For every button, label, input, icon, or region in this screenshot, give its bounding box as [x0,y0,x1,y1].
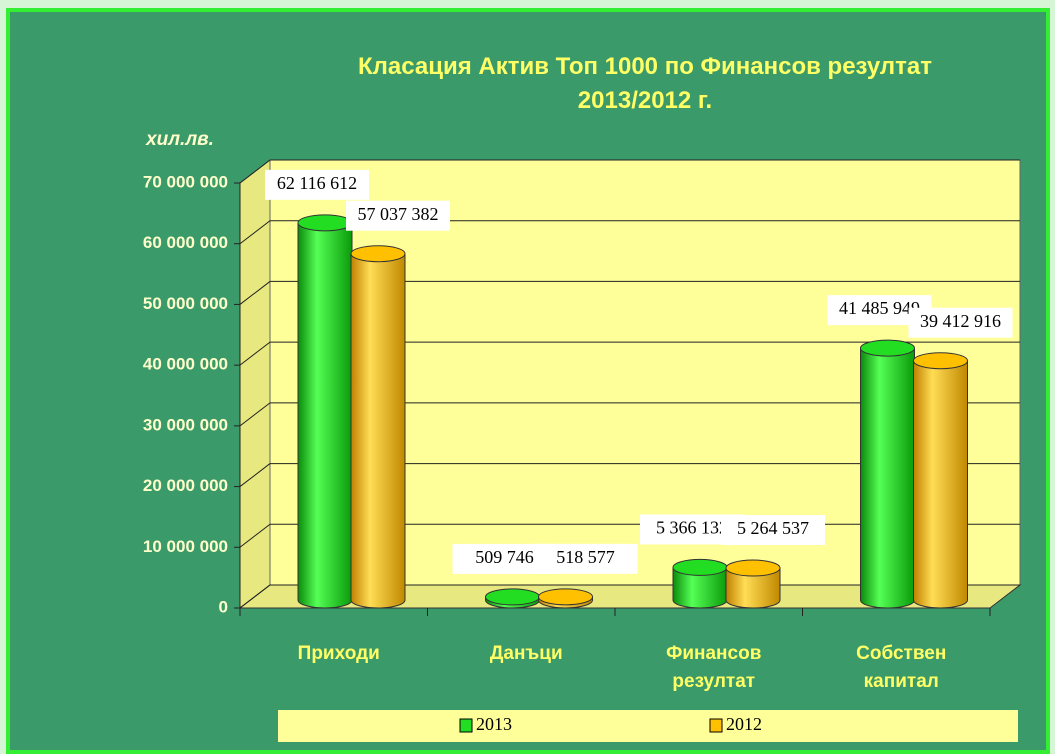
data-label: 62 116 612 [277,173,357,193]
grid-line [239,402,271,427]
y-tick-label: 60 000 000 [143,233,228,252]
legend-swatch [709,718,723,733]
y-tick-label: 70 000 000 [143,172,228,191]
cylinder-top [485,588,540,606]
y-tick-label: 10 000 000 [143,537,228,556]
y-axis-label: хил.лв. [145,129,214,150]
y-tick-label: 50 000 000 [143,294,228,313]
bar [913,360,968,600]
y-tick-label: 40 000 000 [143,355,228,374]
data-label: 5 366 132 [656,518,728,538]
data-label-box [346,200,450,231]
data-label-box [533,543,638,574]
cylinder-top [538,588,593,606]
legend-label: 2012 [726,714,762,734]
grid-line [239,159,271,184]
data-label: 509 746 [475,547,534,567]
legend [278,710,1018,742]
bar [351,253,405,601]
grid-line [239,341,271,366]
y-tick-label: 0 [219,597,228,616]
data-label: 518 577 [556,547,615,567]
grid-line [239,220,271,245]
cylinder-top [297,214,353,232]
data-label-box [908,307,1013,338]
data-label: 39 412 916 [920,311,1001,331]
data-label: 41 485 949 [839,298,920,318]
bar [298,222,352,600]
chart-title: Класация Актив Топ 1000 по Финансов резу… [357,53,933,114]
legend-label: 2013 [476,714,512,734]
x-tick-label: Данъци [489,643,563,664]
legend-swatch [459,718,473,733]
y-tick-label: 30 000 000 [143,415,228,434]
data-label: 57 037 382 [358,204,439,224]
bar [860,348,915,600]
y-tick-label: 20 000 000 [143,476,228,495]
cylinder-top [913,352,968,370]
x-tick-label: Финансов резултат [666,643,762,692]
cylinder-top [725,559,781,577]
cylinder-top [672,558,728,576]
side-wall [239,158,271,610]
data-label: 5 264 537 [737,518,809,538]
x-tick-label: Собствен капитал [856,643,947,692]
x-tick-label: Приходи [297,643,380,664]
data-label-box [265,169,369,200]
grid-line [239,523,271,548]
cylinder-top [350,245,406,263]
grid-line [239,281,271,305]
cylinder-top [860,339,915,357]
data-label-box [721,515,825,546]
grid-line [239,463,271,487]
grid-line [239,584,271,609]
